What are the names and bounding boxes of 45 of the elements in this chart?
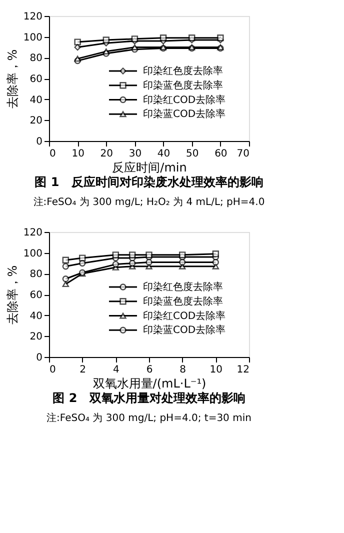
y-tick-label: 100: [23, 32, 42, 44]
text: 图 1 反应时间对印染废水处理效率的影响: [34, 175, 264, 189]
legend-label: 印染蓝COD去除率: [143, 324, 226, 336]
y-tick-label: 120: [23, 12, 42, 22]
y-axis-title: 去除率，%: [5, 265, 20, 325]
y-tick-label: 100: [23, 248, 42, 260]
x-tick-label: 4: [112, 364, 120, 376]
legend-label: 印染红COD去除率: [143, 94, 226, 106]
legend-label: 印染红色度去除率: [143, 281, 223, 293]
y-tick-label: 120: [23, 228, 42, 238]
y-tick-label: 20: [30, 116, 42, 127]
y-tick-label: 0: [36, 136, 42, 148]
y-axis-title: 去除率，%: [5, 49, 20, 109]
text: 注:FeSO₄ 为 300 mg/L; pH=4.0; t=30 min: [46, 412, 252, 424]
x-tick-label: 2: [80, 364, 86, 376]
legend-label: 印染蓝色度去除率: [143, 79, 223, 92]
x-tick-label: 40: [157, 148, 170, 160]
x-tick-label: 12: [236, 364, 250, 376]
x-tick-label: 20: [100, 148, 114, 160]
x-tick-label: 6: [146, 364, 153, 376]
y-tick-label: 60: [30, 74, 42, 85]
x-axis-title: 双氧水用量/(mL·L⁻¹): [92, 376, 206, 390]
x-tick-label: 30: [128, 148, 142, 160]
legend-label: 印染蓝色度去除率: [143, 295, 223, 308]
y-tick-label: 0: [36, 352, 42, 364]
y-tick-label: 80: [30, 53, 42, 64]
legend-label: 印染蓝COD去除率: [143, 108, 226, 120]
y-tick-label: 80: [30, 269, 42, 280]
text: 图 2 双氧水用量对处理效率的影响: [52, 391, 246, 405]
x-tick-label: 10: [210, 364, 223, 376]
x-tick-label: 0: [50, 148, 56, 160]
y-tick-label: 40: [30, 310, 42, 322]
x-tick-label: 50: [186, 148, 199, 160]
text: 注:FeSO₄ 为 300 mg/L; H₂O₂ 为 4 mL/L; pH=4.0: [33, 196, 265, 208]
x-tick-label: 10: [72, 148, 84, 160]
y-tick-label: 20: [30, 332, 42, 343]
x-tick-label: 60: [214, 148, 228, 160]
y-tick-label: 40: [30, 94, 42, 106]
legend-label: 印染红COD去除率: [143, 310, 226, 322]
x-tick-label: 70: [236, 148, 250, 160]
x-axis-title: 反应时间/min: [112, 160, 187, 174]
y-tick-label: 60: [30, 290, 42, 301]
x-tick-label: 8: [180, 364, 186, 376]
legend-label: 印染红色度去除率: [143, 65, 223, 77]
x-tick-label: 0: [50, 364, 56, 376]
